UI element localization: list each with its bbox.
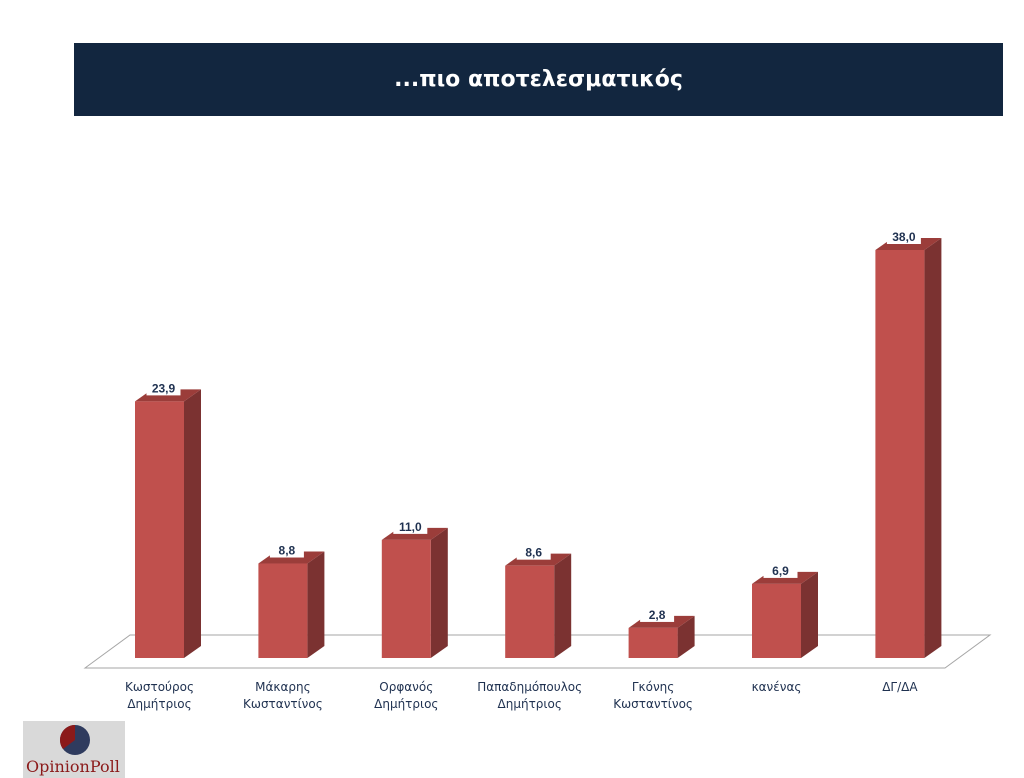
data-label: 11,0 bbox=[399, 520, 422, 534]
bar bbox=[505, 565, 555, 658]
data-label-bg bbox=[269, 541, 304, 558]
data-label-bg bbox=[886, 228, 921, 244]
bar bbox=[258, 563, 308, 658]
category-label: ΔΓ/ΔΑ bbox=[882, 680, 918, 694]
bar bbox=[135, 401, 184, 658]
data-label: 6,9 bbox=[772, 564, 789, 578]
data-label: 38,0 bbox=[892, 230, 916, 244]
category-label: Ορφανός bbox=[379, 680, 433, 694]
category-label: Κωστούρος bbox=[125, 680, 194, 694]
bar-side bbox=[801, 571, 818, 658]
bar bbox=[381, 539, 431, 658]
data-label: 23,9 bbox=[152, 381, 176, 395]
bar-side bbox=[677, 615, 695, 658]
chart-title: ...πιο αποτελεσματικός bbox=[394, 67, 683, 92]
data-label-bg bbox=[640, 605, 675, 622]
category-label: Δημήτριος bbox=[374, 697, 438, 711]
bar-side bbox=[924, 238, 942, 658]
category-label: Γκόνης bbox=[632, 680, 674, 694]
pie-logo-icon bbox=[60, 725, 90, 755]
bar bbox=[752, 583, 801, 658]
category-label: Μάκαρης bbox=[255, 680, 311, 694]
chart-floor bbox=[83, 634, 992, 669]
bar-side bbox=[307, 551, 325, 658]
category-label: Κωσταντίνος bbox=[613, 697, 693, 711]
title-banner: ...πιο αποτελεσματικός bbox=[74, 43, 1003, 116]
bar-side bbox=[184, 389, 201, 658]
bar bbox=[875, 250, 925, 658]
data-label: 8,6 bbox=[525, 546, 542, 560]
data-label-bg bbox=[763, 561, 798, 578]
category-label: Παπαδημόπουλος bbox=[477, 680, 582, 694]
data-label: 8,8 bbox=[279, 544, 296, 558]
opinionpoll-logo: OpinionPoll bbox=[23, 721, 125, 778]
data-label-bg bbox=[146, 379, 181, 396]
category-label: Δημήτριος bbox=[127, 697, 191, 711]
bar-side bbox=[430, 527, 448, 658]
category-label: Κωσταντίνος bbox=[243, 697, 323, 711]
bar bbox=[628, 627, 678, 658]
data-label: 2,8 bbox=[649, 608, 666, 622]
category-label: κανένας bbox=[752, 680, 802, 694]
category-label: Δημήτριος bbox=[498, 697, 562, 711]
data-label-bg bbox=[516, 543, 551, 560]
bar-side bbox=[554, 553, 572, 658]
data-label-bg bbox=[393, 517, 428, 534]
logo-text: OpinionPoll bbox=[26, 757, 120, 776]
